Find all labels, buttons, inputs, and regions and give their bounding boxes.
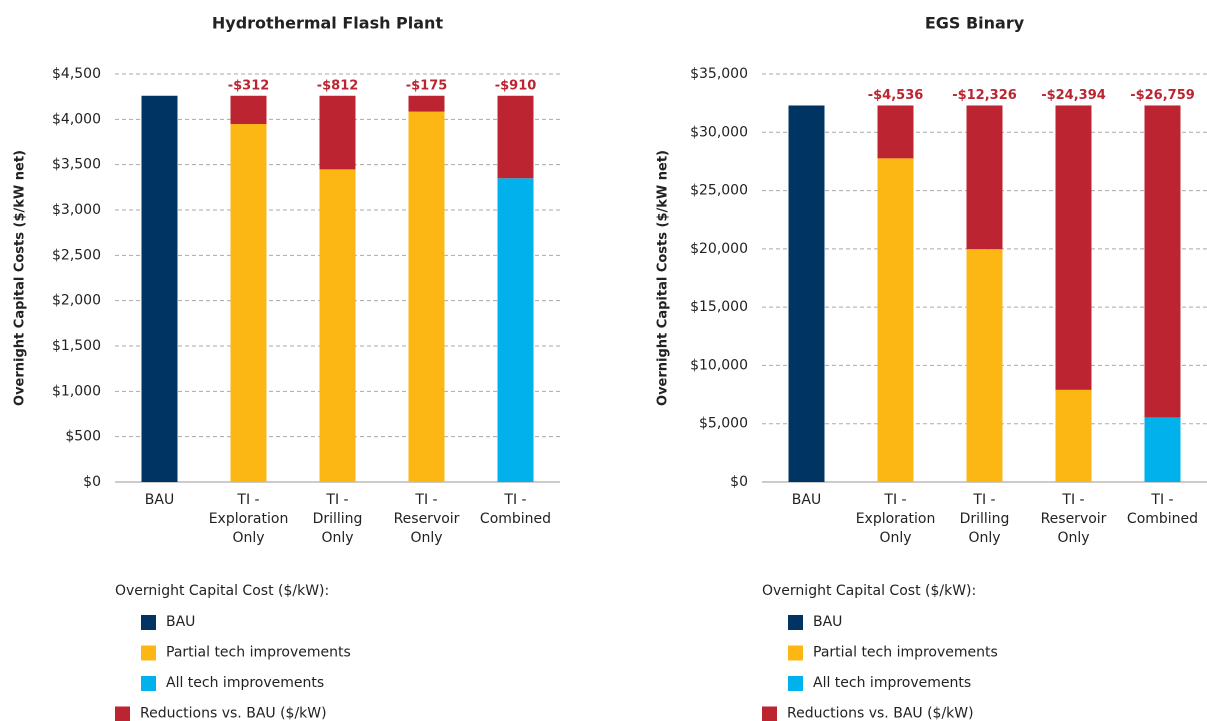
y-tick-label: $4,500 bbox=[52, 66, 101, 82]
x-tick-label: TI - bbox=[325, 492, 348, 508]
x-tick-label: Only bbox=[968, 530, 1000, 546]
value-label: -$812 bbox=[317, 78, 359, 93]
x-tick-label: TI - bbox=[883, 492, 906, 508]
legend-label: Partial tech improvements bbox=[813, 645, 998, 661]
bar-reduction bbox=[497, 95, 534, 179]
legend-swatch bbox=[788, 615, 803, 630]
y-tick-label: $5,000 bbox=[699, 416, 748, 432]
x-tick-label: Drilling bbox=[960, 511, 1010, 527]
bar bbox=[788, 105, 825, 482]
chart-title: EGS Binary bbox=[925, 14, 1025, 33]
bar bbox=[319, 169, 356, 482]
bar bbox=[141, 95, 178, 482]
bar bbox=[1144, 417, 1181, 482]
y-tick-label: $3,500 bbox=[52, 157, 101, 173]
y-tick-label: $20,000 bbox=[690, 241, 748, 257]
x-tick-label: TI - bbox=[972, 492, 995, 508]
value-label: -$312 bbox=[228, 78, 270, 93]
y-tick-label: $3,000 bbox=[52, 202, 101, 218]
value-label: -$24,394 bbox=[1041, 88, 1106, 103]
value-label: -$910 bbox=[495, 78, 537, 93]
legend-swatch bbox=[141, 615, 156, 630]
value-label: -$175 bbox=[406, 78, 448, 93]
legend-swatch bbox=[115, 706, 130, 721]
x-tick-label: Exploration bbox=[209, 511, 289, 527]
legend-swatch bbox=[141, 645, 156, 661]
legend-label: BAU bbox=[166, 614, 195, 630]
x-tick-label: Reservoir bbox=[394, 511, 460, 527]
bar bbox=[1055, 389, 1092, 482]
y-tick-label: $2,500 bbox=[52, 247, 101, 263]
x-tick-label: Combined bbox=[480, 511, 551, 527]
x-tick-label: TI - bbox=[503, 492, 526, 508]
legend-label: BAU bbox=[813, 614, 842, 630]
bar bbox=[230, 124, 267, 482]
legend-swatch bbox=[788, 645, 803, 661]
legend-label: All tech improvements bbox=[813, 675, 971, 691]
x-tick-label: Combined bbox=[1127, 511, 1198, 527]
x-tick-label: Only bbox=[410, 530, 442, 546]
bar bbox=[497, 178, 534, 482]
y-tick-label: $30,000 bbox=[690, 124, 748, 140]
bar-reduction bbox=[408, 95, 445, 112]
bar bbox=[408, 111, 445, 483]
bar bbox=[966, 249, 1003, 482]
bar-reduction bbox=[230, 95, 267, 125]
y-tick-label: $1,000 bbox=[52, 383, 101, 399]
chart-title: Hydrothermal Flash Plant bbox=[212, 14, 444, 33]
x-tick-label: TI - bbox=[236, 492, 259, 508]
y-tick-label: $0 bbox=[730, 474, 748, 490]
legend-label: All tech improvements bbox=[166, 675, 324, 691]
legend-title: Overnight Capital Cost ($/kW): bbox=[115, 583, 329, 599]
y-tick-label: $4,000 bbox=[52, 111, 101, 127]
x-tick-label: BAU bbox=[145, 492, 174, 508]
y-tick-label: $25,000 bbox=[690, 183, 748, 199]
value-label: -$4,536 bbox=[868, 88, 924, 103]
bar-reduction bbox=[966, 105, 1003, 250]
x-tick-label: Only bbox=[879, 530, 911, 546]
legend-label: Partial tech improvements bbox=[166, 645, 351, 661]
legend-swatch bbox=[788, 676, 803, 691]
x-tick-label: Drilling bbox=[313, 511, 363, 527]
x-tick-label: TI - bbox=[1150, 492, 1173, 508]
value-label: -$26,759 bbox=[1130, 88, 1195, 103]
value-label: -$12,326 bbox=[952, 88, 1017, 103]
bar-reduction bbox=[1144, 105, 1181, 418]
legend-label: Reductions vs. BAU ($/kW) bbox=[140, 706, 327, 721]
y-tick-label: $35,000 bbox=[690, 66, 748, 82]
y-tick-label: $10,000 bbox=[690, 357, 748, 373]
bar bbox=[877, 158, 914, 483]
x-tick-label: Exploration bbox=[856, 511, 936, 527]
x-tick-label: Only bbox=[232, 530, 264, 546]
legend-label: Reductions vs. BAU ($/kW) bbox=[787, 706, 974, 721]
y-tick-label: $2,000 bbox=[52, 293, 101, 309]
y-tick-label: $15,000 bbox=[690, 299, 748, 315]
legend-title: Overnight Capital Cost ($/kW): bbox=[762, 583, 976, 599]
legend-swatch bbox=[762, 706, 777, 721]
x-tick-label: Only bbox=[321, 530, 353, 546]
x-tick-label: TI - bbox=[414, 492, 437, 508]
y-tick-label: $1,500 bbox=[52, 338, 101, 354]
x-tick-label: TI - bbox=[1061, 492, 1084, 508]
x-tick-label: BAU bbox=[792, 492, 821, 508]
y-axis-label: Overnight Capital Costs ($/kW net) bbox=[13, 150, 28, 406]
x-tick-label: Reservoir bbox=[1041, 511, 1107, 527]
y-axis-label: Overnight Capital Costs ($/kW net) bbox=[656, 150, 671, 406]
bar-reduction bbox=[319, 95, 356, 170]
x-tick-label: Only bbox=[1057, 530, 1089, 546]
bar-reduction bbox=[1055, 105, 1092, 390]
bar-reduction bbox=[877, 105, 914, 159]
y-tick-label: $500 bbox=[65, 429, 101, 445]
legend-swatch bbox=[141, 676, 156, 691]
y-tick-label: $0 bbox=[83, 474, 101, 490]
